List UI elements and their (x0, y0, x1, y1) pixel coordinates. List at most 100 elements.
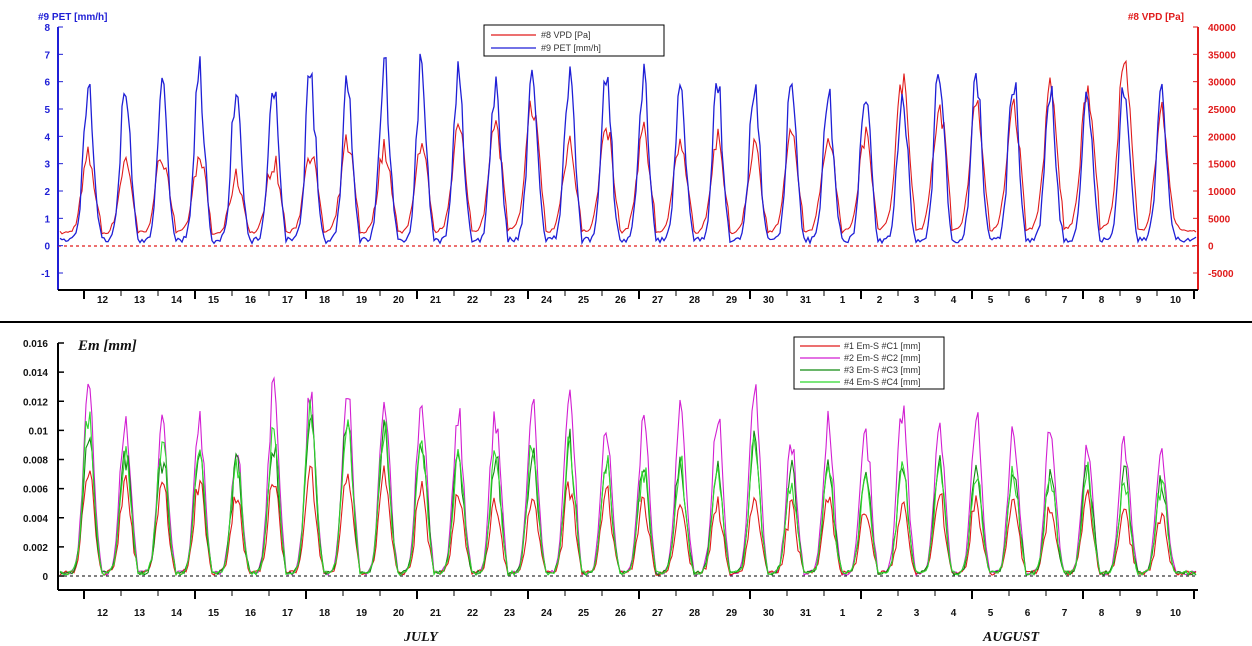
bottom-x-tick-label: 27 (652, 608, 664, 619)
right-tick-label: -5000 (1208, 269, 1234, 280)
left-tick-label: 2 (44, 187, 50, 198)
right-tick-label: 25000 (1208, 105, 1236, 116)
right-axis-title: #8 VPD [Pa] (1128, 12, 1184, 23)
top-x-tick-label: 4 (951, 295, 957, 306)
bottom-x-tick-label: 10 (1170, 608, 1182, 619)
legend-label-c1: #1 Em-S #C1 [mm] (844, 341, 921, 351)
top-legend: #8 VPD [Pa] #9 PET [mm/h] (483, 24, 665, 57)
bottom-x-tick-label: 8 (1099, 608, 1105, 619)
top-x-tick-label: 19 (356, 295, 368, 306)
top-x-tick-label: 20 (393, 295, 405, 306)
legend-label-vpd: #8 VPD [Pa] (541, 30, 591, 40)
legend-label-c2: #2 Em-S #C2 [mm] (844, 353, 921, 363)
top-x-tick-label: 30 (763, 295, 775, 306)
right-tick-label: 20000 (1208, 132, 1236, 143)
top-x-tick-label: 25 (578, 295, 590, 306)
right-tick-label: 40000 (1208, 23, 1236, 34)
top-x-tick-label: 2 (877, 295, 883, 306)
top-x-tick-label: 12 (97, 295, 109, 306)
left-tick-label: 8 (44, 23, 50, 34)
left-tick-label: 5 (44, 105, 50, 116)
left-tick-label: 0 (44, 242, 50, 253)
bottom-x-tick-label: 30 (763, 608, 775, 619)
top-x-tick-label: 15 (208, 295, 220, 306)
bottom-x-tick-label: 17 (282, 608, 294, 619)
bottom-y-tick-label: 0 (42, 572, 48, 583)
bottom-x-tick-label: 15 (208, 608, 220, 619)
right-tick-label: 5000 (1208, 214, 1231, 225)
top-x-tick-label: 31 (800, 295, 812, 306)
legend-label-c3: #3 Em-S #C3 [mm] (844, 365, 921, 375)
bottom-x-tick-label: 19 (356, 608, 368, 619)
bottom-x-tick-label: 28 (689, 608, 701, 619)
bottom-x-tick-label: 26 (615, 608, 627, 619)
bottom-y-tick-label: 0.01 (29, 426, 49, 437)
top-x-tick-label: 10 (1170, 295, 1182, 306)
bottom-x-tick-label: 14 (171, 608, 183, 619)
bottom-y-tick-label: 0.008 (23, 456, 48, 467)
left-tick-label: 1 (44, 214, 50, 225)
top-x-tick-label: 27 (652, 295, 664, 306)
top-x-tick-label: 9 (1136, 295, 1142, 306)
bottom-x-tick-label: 31 (800, 608, 812, 619)
top-x-tick-label: 14 (171, 295, 183, 306)
bottom-x-tick-label: 2 (877, 608, 883, 619)
bottom-y-tick-labels: 0 0.002 0.004 0.006 0.008 0.01 0.012 0.014 0.016 (23, 339, 64, 583)
bottom-x-tick-label: 3 (914, 608, 920, 619)
right-tick-label: 10000 (1208, 187, 1236, 198)
bottom-x-tick-label: 23 (504, 608, 516, 619)
top-x-tick-label: 26 (615, 295, 627, 306)
top-x-tick-label: 28 (689, 295, 701, 306)
month-label-august: AUGUST (982, 630, 1040, 645)
top-series-lines (59, 53, 1197, 246)
bottom-x-tick-label: 7 (1062, 608, 1068, 619)
right-tick-label: 30000 (1208, 78, 1236, 89)
left-axis-title: #9 PET [mm/h] (38, 12, 107, 23)
bottom-x-tick-label: 5 (988, 608, 994, 619)
bottom-x-tick-label: 25 (578, 608, 590, 619)
bottom-series-lines (59, 376, 1197, 577)
em-axis-title: Em [mm] (77, 338, 137, 354)
bottom-x-tick-label: 13 (134, 608, 146, 619)
left-tick-label: 4 (44, 132, 50, 143)
top-x-tick-label: 21 (430, 295, 442, 306)
bottom-legend: #1 Em-S #C1 [mm] #2 Em-S #C2 [mm] #3 Em-… (793, 336, 945, 390)
top-x-tick-label: 29 (726, 295, 738, 306)
right-tick-label: 0 (1208, 242, 1214, 253)
top-x-tick-label: 18 (319, 295, 331, 306)
bottom-x-tick-label: 9 (1136, 608, 1142, 619)
bottom-x-tick-label: 24 (541, 608, 553, 619)
bottom-x-tick-label: 4 (951, 608, 957, 619)
em-chart: Em [mm] 0 0.002 0.004 0.006 0.008 0.01 0.012 0.… (23, 336, 1198, 645)
bottom-x-tick-label: 18 (319, 608, 331, 619)
top-x-tick-label: 6 (1025, 295, 1031, 306)
top-x-tick-label: 13 (134, 295, 146, 306)
top-x-tick-label: 22 (467, 295, 479, 306)
top-x-tick-labels: 12 13 14 15 16 17 18 19 20 21 22 23 24 25 26 27 28 29 30 31… (83, 290, 1195, 306)
series-line-c4 (59, 399, 1196, 577)
left-tick-label: -1 (41, 269, 50, 280)
top-legend-box (483, 24, 665, 57)
top-x-tick-label: 16 (245, 295, 257, 306)
bottom-y-tick-label: 0.016 (23, 339, 48, 350)
top-x-tick-label: 17 (282, 295, 294, 306)
right-tick-label: 15000 (1208, 160, 1236, 171)
top-x-tick-label: 5 (988, 295, 994, 306)
right-tick-label: 35000 (1208, 50, 1236, 61)
bottom-y-tick-label: 0.006 (23, 485, 48, 496)
bottom-x-tick-label: 29 (726, 608, 738, 619)
top-x-tick-label: 7 (1062, 295, 1068, 306)
top-left-tick-labels: -1 0 1 2 3 4 5 6 7 8 (41, 23, 63, 280)
top-right-tick-labels: -5000 0 5000 10000 15000 20000 25000 30000 35000… (1193, 23, 1236, 280)
legend-label-c4: #4 Em-S #C4 [mm] (844, 377, 921, 387)
series-line-pet (59, 53, 1197, 246)
top-x-tick-label: 24 (541, 295, 553, 306)
bottom-x-tick-label: 16 (245, 608, 257, 619)
legend-label-pet: #9 PET [mm/h] (541, 43, 601, 53)
left-tick-label: 7 (44, 50, 50, 61)
bottom-x-tick-label: 12 (97, 608, 109, 619)
bottom-x-tick-label: 6 (1025, 608, 1031, 619)
bottom-y-tick-label: 0.014 (23, 368, 48, 379)
